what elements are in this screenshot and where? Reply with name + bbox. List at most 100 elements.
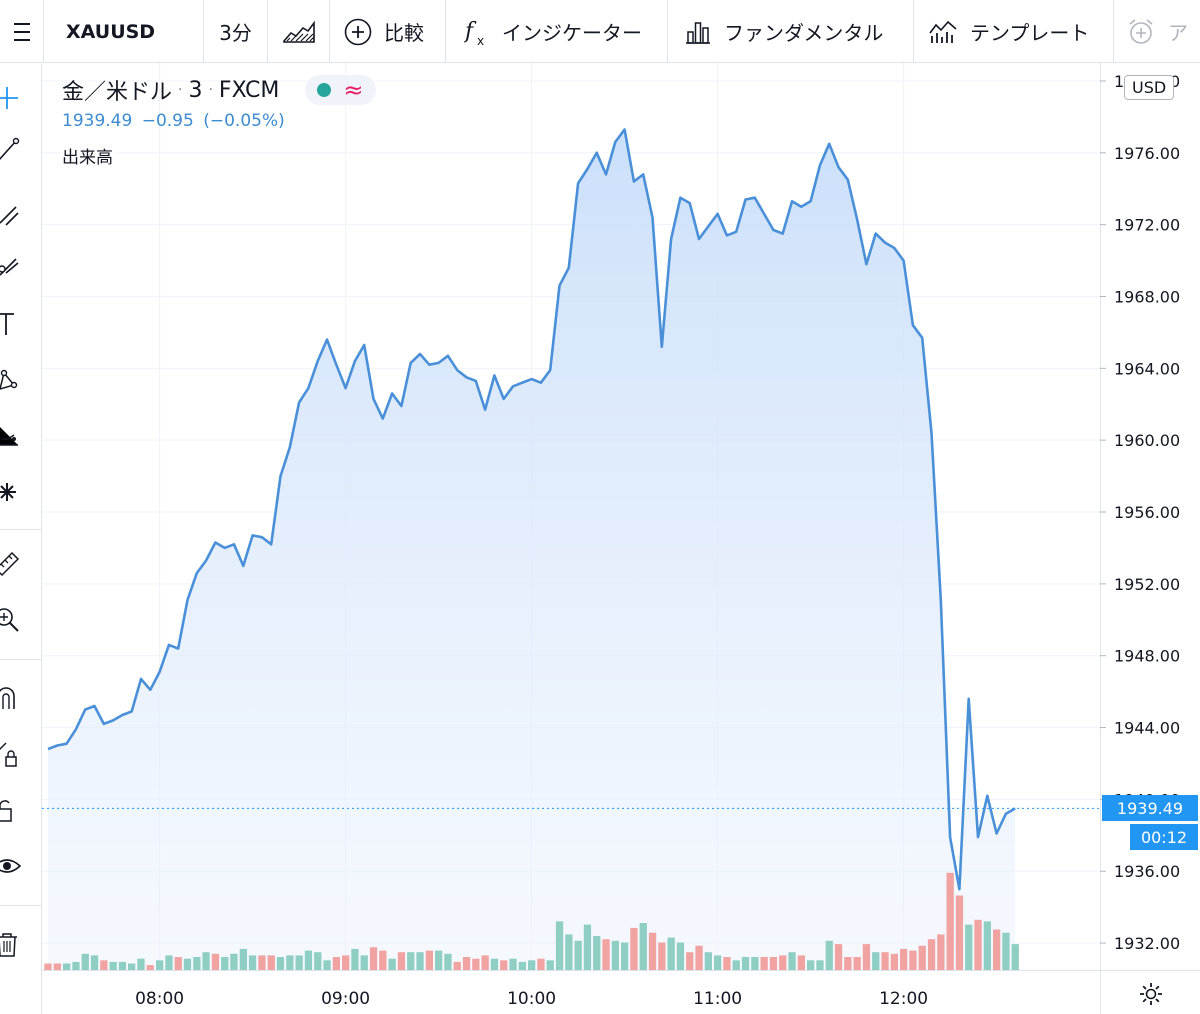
trend-line-icon[interactable] — [0, 133, 24, 167]
ruler-icon[interactable] — [0, 545, 24, 579]
volume-bar — [983, 921, 991, 970]
volume-bar — [974, 919, 982, 970]
volume-study-label[interactable]: 出来高 — [62, 143, 117, 168]
currency-badge[interactable]: USD — [1124, 75, 1175, 100]
interval-button[interactable]: 3分 — [204, 0, 268, 63]
volume-bar — [927, 939, 936, 970]
compare-button[interactable]: 比較 — [330, 0, 446, 63]
bar-countdown-label: 00:12 — [1130, 824, 1198, 851]
prediction-tool-icon[interactable] — [0, 419, 24, 453]
price-tick-label: 1960.00 — [1114, 431, 1180, 450]
volume-bar — [202, 952, 210, 970]
volume-bar — [323, 960, 331, 970]
magnet-icon[interactable] — [0, 681, 24, 715]
volume-bar — [1002, 932, 1010, 970]
pitchfork-icon[interactable] — [0, 249, 24, 283]
templates-button[interactable]: テンプレート — [914, 0, 1114, 63]
volume-bar — [834, 944, 843, 970]
volume-bar — [44, 963, 52, 970]
crosshair-icon[interactable] — [0, 81, 24, 115]
legend-change-pct: (−0.05%) — [203, 111, 285, 131]
lock-drawing-icon[interactable] — [0, 737, 24, 771]
volume-bar — [611, 940, 619, 970]
zoom-in-icon[interactable] — [0, 603, 24, 637]
indicators-label: インジケーター — [502, 21, 642, 45]
template-icon — [928, 19, 958, 45]
volume-bar — [444, 953, 452, 970]
alert-label: ア — [1168, 21, 1188, 45]
volume-bar — [118, 961, 127, 970]
volume-bar — [676, 942, 685, 970]
price-line — [47, 128, 1016, 891]
plus-circle-icon — [344, 18, 372, 46]
volume-bar — [509, 958, 517, 970]
volume-bar — [900, 948, 908, 970]
volume-bar — [648, 932, 657, 970]
price-chart[interactable]: 1932.001936.001940.001944.001948.001952.… — [42, 63, 1200, 1014]
volume-bar — [639, 923, 647, 970]
volume-bar — [853, 957, 861, 970]
volume-bar — [890, 953, 898, 970]
menu-button[interactable] — [0, 0, 44, 63]
toolbar-separator — [0, 905, 41, 906]
volume-bar — [807, 960, 815, 970]
volume-bar — [193, 957, 201, 970]
volume-bar — [946, 872, 954, 970]
chart-area[interactable]: 1932.001936.001940.001944.001948.001952.… — [42, 63, 1200, 1014]
volume-bar — [351, 948, 359, 970]
volume-bar — [146, 965, 154, 970]
alert-button[interactable]: ア — [1114, 0, 1200, 63]
market-status-pill[interactable]: ≈ — [305, 75, 376, 105]
fundamentals-button[interactable]: ファンダメンタル — [668, 0, 914, 63]
alarm-clock-icon — [1126, 17, 1156, 47]
volume-bar — [965, 924, 973, 970]
market-open-dot-icon — [317, 83, 332, 97]
compare-label: 比較 — [384, 21, 424, 45]
volume-bar — [658, 942, 666, 970]
icon-tool-icon[interactable] — [0, 475, 24, 509]
data-delay-wave-icon: ≈ — [343, 76, 364, 104]
volume-bar — [751, 957, 759, 970]
last-price-label: 1939.49 — [1102, 795, 1198, 822]
volume-bar — [723, 957, 731, 970]
volume-bar — [565, 934, 573, 970]
symbol-search-button[interactable]: XAUUSD — [44, 0, 204, 63]
volume-bar — [137, 958, 145, 970]
volume-bar — [695, 945, 703, 970]
chart-style-button[interactable] — [268, 0, 330, 63]
volume-bar — [481, 955, 489, 970]
volume-bar — [528, 960, 536, 970]
hamburger-icon — [13, 22, 30, 41]
volume-bar — [81, 953, 89, 970]
volume-bar — [779, 955, 787, 970]
price-tick-label: 1948.00 — [1114, 647, 1180, 666]
volume-bar — [593, 936, 601, 970]
time-tick-label: 09:00 — [321, 989, 370, 1009]
price-tick-label: 1952.00 — [1114, 575, 1180, 594]
price-area-fill — [48, 129, 1016, 970]
volume-bar — [472, 958, 480, 970]
chart-settings-button[interactable] — [1102, 973, 1200, 1014]
volume-bar — [314, 952, 322, 970]
eye-icon[interactable] — [0, 849, 24, 883]
trash-icon[interactable] — [0, 927, 24, 961]
price-tick-label: 1936.00 — [1114, 862, 1180, 881]
text-tool-icon[interactable] — [0, 307, 24, 341]
volume-bar — [788, 952, 796, 970]
volume-bar — [416, 952, 424, 970]
bar-chart-icon — [684, 20, 712, 44]
volume-bar — [490, 958, 499, 970]
volume-bar — [825, 940, 833, 970]
volume-bar — [156, 960, 164, 970]
volume-bar — [909, 950, 917, 970]
pattern-tool-icon[interactable] — [0, 363, 24, 397]
volume-bar — [425, 950, 433, 970]
volume-bar — [100, 960, 108, 970]
volume-bar — [230, 953, 238, 970]
fib-retracement-icon[interactable] — [0, 197, 24, 231]
unlock-icon[interactable] — [0, 793, 24, 827]
volume-bar — [500, 960, 508, 970]
